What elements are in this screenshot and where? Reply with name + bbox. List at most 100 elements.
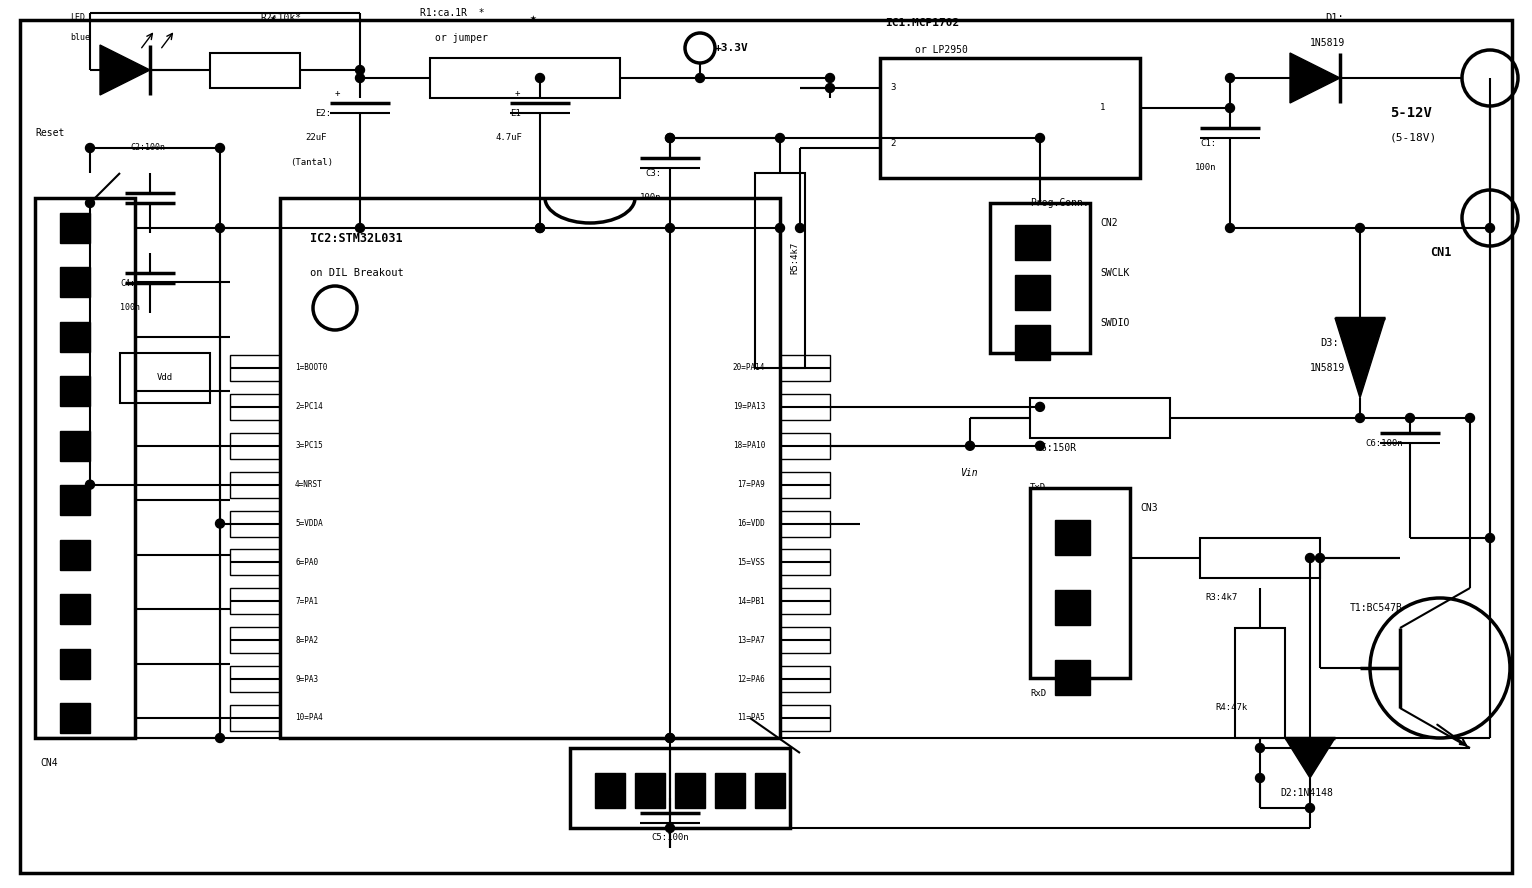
Bar [755,173,804,368]
Text: CN3: CN3 [1140,503,1158,513]
Bar [60,321,90,352]
Circle shape [1256,773,1264,782]
Circle shape [1305,804,1314,813]
Polygon shape [1334,318,1385,398]
Text: CN4: CN4 [40,758,58,768]
Circle shape [775,133,784,142]
Text: IC1:MCP1702: IC1:MCP1702 [885,18,959,28]
Polygon shape [1290,53,1340,103]
Bar [634,773,665,808]
Circle shape [1226,224,1235,233]
Bar [879,58,1140,178]
Circle shape [1226,74,1235,83]
Polygon shape [100,45,150,95]
Circle shape [86,199,95,208]
Circle shape [216,144,225,153]
Circle shape [1405,414,1414,423]
Bar [780,705,830,731]
Bar [430,58,620,98]
Text: D1:: D1: [1325,13,1344,23]
Circle shape [1486,224,1495,233]
Text: +: + [336,89,340,98]
Text: CN2: CN2 [1100,218,1118,228]
Circle shape [1466,414,1474,423]
Bar [230,432,280,459]
Bar [594,773,625,808]
Bar [1235,628,1285,738]
Bar [230,472,280,497]
Text: R2:10k*: R2:10k* [260,13,302,23]
Text: (Tantal): (Tantal) [290,158,332,168]
Bar [780,432,830,459]
Text: SWCLK: SWCLK [1100,268,1129,278]
Text: or jumper: or jumper [435,33,487,43]
Text: C5:100n: C5:100n [651,834,689,843]
Circle shape [216,224,225,233]
Text: 11=PA5: 11=PA5 [737,713,764,723]
Text: 15=VSS: 15=VSS [737,558,764,567]
Bar [280,198,780,738]
Text: 14=PB1: 14=PB1 [737,597,764,606]
Bar [780,355,830,381]
Circle shape [826,83,835,92]
Text: Vdd: Vdd [156,374,173,383]
Text: 1: 1 [1100,104,1106,113]
Bar [990,203,1089,353]
Text: 1N5819: 1N5819 [1310,363,1345,373]
Circle shape [1356,414,1365,423]
Text: C6:100n: C6:100n [1365,439,1403,448]
Circle shape [536,224,544,233]
Bar [60,377,90,407]
Text: 10=PA4: 10=PA4 [296,713,323,723]
Text: 5-12V: 5-12V [1390,106,1432,120]
Bar [60,594,90,624]
Circle shape [536,74,544,83]
Text: R1:ca.1R  *: R1:ca.1R * [420,8,484,18]
Text: T1:BC547B: T1:BC547B [1350,603,1403,613]
Text: 1=BOOT0: 1=BOOT0 [296,363,328,372]
Circle shape [216,733,225,742]
Bar [60,431,90,461]
Text: R5:4k7: R5:4k7 [791,242,800,274]
Bar [230,705,280,731]
Circle shape [665,133,674,142]
Bar [60,213,90,243]
Bar [60,648,90,678]
Bar [1200,538,1321,578]
Text: 12=PA6: 12=PA6 [737,675,764,684]
Text: Prog.Conn.: Prog.Conn. [1030,198,1089,208]
Bar [60,267,90,297]
Text: CN1: CN1 [1429,247,1451,259]
Circle shape [1305,553,1314,562]
Circle shape [355,74,365,83]
Bar [60,540,90,570]
Bar [1056,590,1089,625]
Text: E1: E1 [510,108,521,117]
Bar [780,394,830,420]
Bar [210,53,300,88]
Text: Vin: Vin [961,468,977,478]
Circle shape [1486,534,1495,543]
Text: 13=PA7: 13=PA7 [737,636,764,645]
Text: 22uF: 22uF [305,133,326,142]
Text: or LP2950: or LP2950 [915,45,968,55]
Polygon shape [1285,738,1334,778]
Text: 3=PC15: 3=PC15 [296,441,323,450]
Circle shape [1036,133,1045,142]
Bar [230,550,280,575]
Bar [1016,325,1049,360]
Circle shape [1256,743,1264,752]
Text: 20=PA14: 20=PA14 [732,363,764,372]
Text: 2=PC14: 2=PC14 [296,402,323,411]
Circle shape [1226,104,1235,113]
Circle shape [965,441,974,450]
Circle shape [795,224,804,233]
Text: D2:1N4148: D2:1N4148 [1281,788,1333,798]
Circle shape [86,144,95,153]
Circle shape [665,733,674,742]
Text: 6=PA0: 6=PA0 [296,558,319,567]
Circle shape [696,74,705,83]
Text: 16=VDD: 16=VDD [737,519,764,528]
Bar [1030,488,1131,678]
Circle shape [355,66,365,75]
